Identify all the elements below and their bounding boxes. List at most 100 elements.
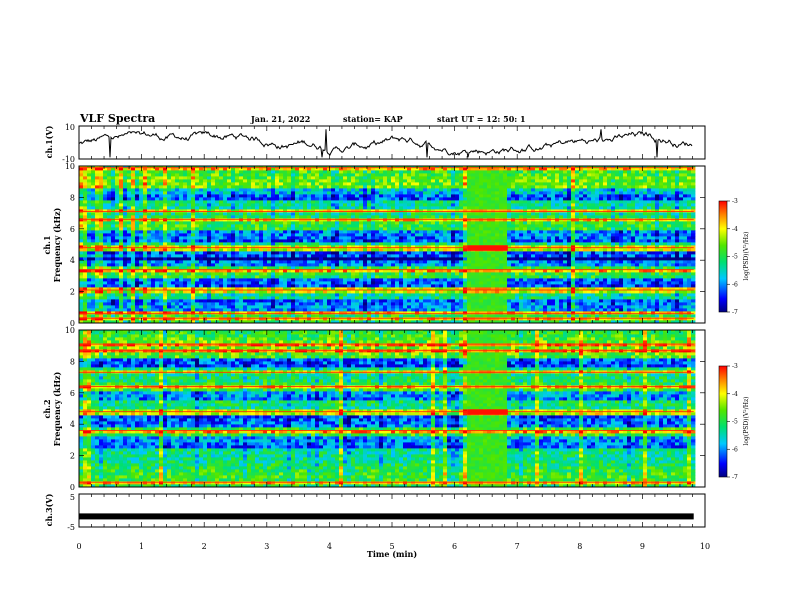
- spectrogram-cell: [323, 194, 328, 198]
- spectrogram-cell: [111, 314, 116, 318]
- spectrogram-cell: [187, 308, 192, 312]
- spectrogram-cell: [239, 179, 244, 183]
- spectrogram-cell: [319, 251, 324, 255]
- spectrogram-cell: [111, 257, 116, 261]
- spectrogram-cell: [419, 194, 424, 198]
- spectrogram-cell: [287, 308, 292, 312]
- spectrogram-cell: [99, 260, 104, 264]
- spectrogram-cell: [395, 179, 400, 183]
- spectrogram-cell: [387, 166, 392, 168]
- spectrogram-cell: [111, 296, 116, 300]
- spectrogram-cell: [331, 209, 336, 213]
- spectrogram-cell: [419, 170, 424, 174]
- spectrogram-cell: [395, 272, 400, 276]
- spectrogram-cell: [343, 173, 348, 177]
- spectrogram-cell: [223, 311, 228, 315]
- spectrogram-cell: [119, 179, 124, 183]
- spectrogram-cell: [319, 278, 324, 282]
- spectrogram-cell: [299, 176, 304, 180]
- spectrogram-cell: [175, 284, 180, 288]
- spectrogram-cell: [387, 311, 392, 315]
- spectrogram-cell: [403, 170, 408, 174]
- spectrogram-cell: [115, 227, 120, 231]
- spectrogram-cell: [87, 185, 92, 189]
- spectrogram-cell: [291, 194, 296, 198]
- spectrogram-cell: [419, 197, 424, 201]
- spectrogram-cell: [83, 176, 88, 180]
- spectrogram-cell: [275, 206, 280, 210]
- spectrogram-cell: [79, 203, 84, 207]
- spectrogram-cell: [191, 227, 196, 231]
- spectrogram-cell: [435, 293, 440, 297]
- spectrogram-cell: [119, 224, 124, 228]
- spectrogram-cell: [151, 263, 156, 267]
- spectrogram-cell: [151, 257, 156, 261]
- spectrogram-cell: [163, 182, 168, 186]
- spectrogram-cell: [203, 200, 208, 204]
- spectrogram-cell: [435, 209, 440, 213]
- spectrogram-cell: [391, 245, 396, 249]
- spectrogram-cell: [323, 188, 328, 192]
- spectrogram-cell: [387, 314, 392, 318]
- spectrogram-cell: [367, 194, 372, 198]
- spectrogram-cell: [331, 245, 336, 249]
- spectrogram-cell: [387, 215, 392, 219]
- spectrogram-cell: [283, 197, 288, 201]
- spectrogram-cell: [79, 185, 84, 189]
- spectrogram-cell: [95, 299, 100, 303]
- spectrogram-cell: [79, 209, 84, 213]
- spectrogram-cell: [123, 251, 128, 255]
- spectrogram-cell: [263, 287, 268, 291]
- spectrogram-cell: [391, 212, 396, 216]
- spectrogram-cell: [247, 233, 252, 237]
- spectrogram-cell: [99, 167, 104, 171]
- spectrogram-cell: [251, 269, 256, 273]
- spectrogram-cell: [279, 314, 284, 318]
- spectrogram-cell: [119, 287, 124, 291]
- spectrogram-cell: [207, 206, 212, 210]
- spectrogram-cell: [203, 230, 208, 234]
- spectrogram-cell: [175, 185, 180, 189]
- spectrogram-cell: [355, 179, 360, 183]
- spectrogram-cell: [391, 203, 396, 207]
- spectrogram-cell: [383, 173, 388, 177]
- spectrogram-cell: [259, 290, 264, 294]
- spectrogram-cell: [147, 173, 152, 177]
- spectrogram-cell: [199, 284, 204, 288]
- spectrogram-cell: [279, 296, 284, 300]
- spectrogram-cell: [419, 305, 424, 309]
- spectrogram-cell: [111, 221, 116, 225]
- spectrogram-cell: [295, 227, 300, 231]
- spectrogram-cell: [235, 305, 240, 309]
- spectrogram-cell: [279, 191, 284, 195]
- spectrogram-cell: [167, 305, 172, 309]
- spectrogram-cell: [439, 284, 444, 288]
- spectrogram-cell: [319, 176, 324, 180]
- spectrogram-cell: [271, 224, 276, 228]
- spectrogram-cell: [239, 194, 244, 198]
- spectrogram-cell: [147, 260, 152, 264]
- spectrogram-cell: [403, 248, 408, 252]
- spectrogram-cell: [119, 248, 124, 252]
- spectrogram-cell: [359, 194, 364, 198]
- spectrogram-cell: [347, 305, 352, 309]
- spectrogram-cell: [295, 206, 300, 210]
- spectrogram-cell: [87, 296, 92, 300]
- spectrogram-cell: [135, 278, 140, 282]
- spectrogram-cell: [251, 233, 256, 237]
- spectrogram-cell: [287, 166, 292, 168]
- spectrogram-cell: [199, 200, 204, 204]
- spectrogram-cell: [423, 200, 428, 204]
- spectrogram-cell: [315, 221, 320, 225]
- spectrogram-cell: [255, 284, 260, 288]
- spectrogram-cell: [431, 224, 436, 228]
- spectrogram-cell: [203, 251, 208, 255]
- spectrogram-cell: [423, 305, 428, 309]
- spectrogram-cell: [319, 203, 324, 207]
- spectrogram-cell: [331, 281, 336, 285]
- spectrogram-cell: [135, 224, 140, 228]
- spectrogram-cell: [311, 236, 316, 240]
- spectrogram-cell: [299, 263, 304, 267]
- spectrogram-cell: [191, 302, 196, 306]
- spectrogram-cell: [191, 275, 196, 279]
